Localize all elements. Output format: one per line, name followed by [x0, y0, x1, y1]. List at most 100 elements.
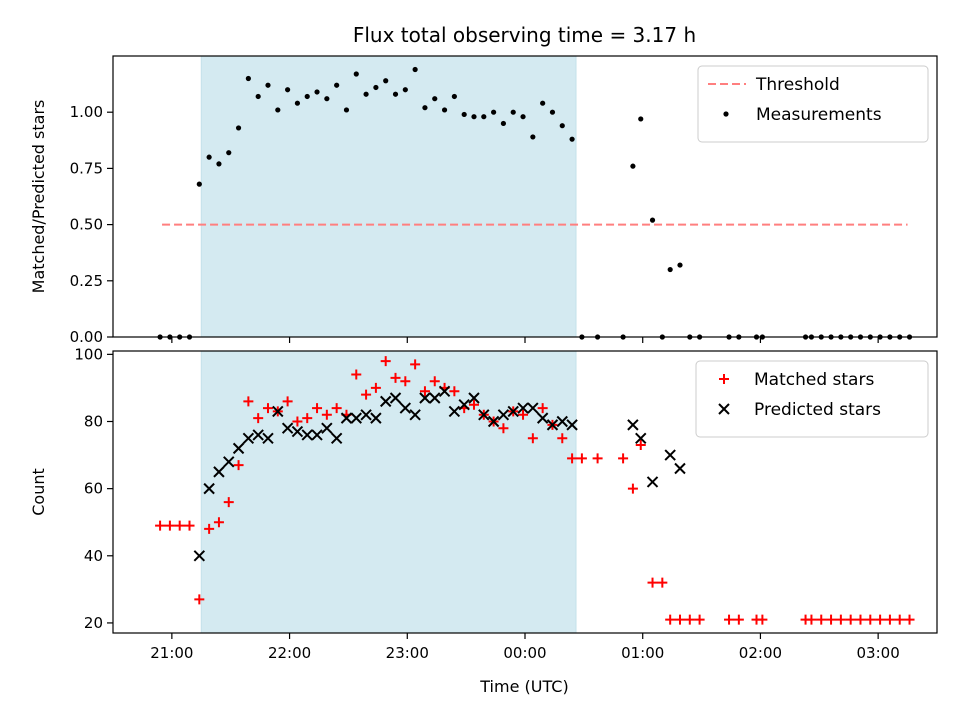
data-point [527, 402, 539, 414]
data-point [517, 402, 529, 414]
data-point [667, 266, 673, 273]
data-point [498, 423, 509, 434]
data-point [400, 376, 411, 387]
legend-dot-swatch [723, 111, 729, 117]
upper-panel: 0.00 0.25 0.50 0.75 1.00 Matched/Predicted st… [29, 55, 938, 346]
data-point [618, 453, 629, 464]
data-point [627, 419, 639, 431]
data-point [301, 429, 313, 441]
data-point [657, 577, 668, 588]
data-point [324, 96, 330, 102]
data-point [196, 181, 202, 187]
data-point [646, 476, 659, 488]
legend-label: Predicted stars [754, 400, 881, 420]
data-point [419, 392, 431, 404]
data-point [361, 389, 372, 400]
data-point [412, 66, 418, 73]
data-point [311, 429, 323, 441]
data-point [272, 405, 284, 418]
data-point [875, 614, 886, 625]
x-tick-label: 23:00 [386, 644, 429, 662]
data-point [500, 120, 507, 127]
data-point [664, 449, 676, 461]
y-axis-label: Matched/Predicted stars [29, 100, 48, 294]
x-tick-label: 02:00 [739, 644, 782, 662]
data-point [549, 109, 556, 115]
data-point [557, 433, 568, 444]
data-point [193, 550, 206, 562]
observing-window-span [200, 350, 577, 634]
data-point [334, 82, 340, 88]
data-point [223, 456, 235, 468]
data-point [174, 520, 185, 531]
data-point [383, 78, 389, 84]
data-point [694, 614, 705, 625]
data-point [576, 453, 587, 464]
x-tick-label: 00:00 [503, 644, 546, 662]
data-point [592, 453, 603, 464]
legend: Matched stars Predicted stars [695, 360, 929, 438]
legend-box [695, 360, 929, 438]
data-point [520, 114, 526, 120]
y-tick-label: 1.00 [70, 103, 103, 121]
legend-box [697, 65, 929, 143]
data-point [223, 497, 234, 508]
data-point [674, 614, 685, 625]
data-point [458, 399, 470, 411]
data-point [331, 403, 342, 414]
data-point [481, 114, 487, 120]
data-point [461, 111, 467, 118]
data-point [275, 107, 281, 113]
data-point [213, 517, 224, 528]
data-point [530, 134, 536, 140]
data-point [304, 93, 310, 100]
data-point [451, 93, 457, 100]
data-point [265, 82, 271, 88]
data-point [184, 520, 195, 531]
data-point [204, 523, 215, 534]
data-point [380, 356, 391, 367]
data-point [429, 392, 441, 404]
data-point [314, 89, 320, 95]
data-point [438, 385, 451, 397]
data-point [379, 395, 392, 408]
data-point [340, 412, 353, 424]
data-point [399, 402, 412, 414]
y-tick-label: 0.50 [70, 216, 103, 234]
data-point [566, 419, 578, 431]
data-point [233, 460, 244, 471]
data-point [226, 150, 232, 156]
data-point [559, 123, 565, 129]
data-point [294, 100, 301, 106]
data-point [546, 419, 559, 431]
chart-title: Flux total observing time = 3.17 h [353, 23, 696, 47]
data-point [164, 520, 175, 531]
data-point [569, 136, 575, 142]
data-point [674, 462, 686, 475]
data-point [855, 614, 866, 625]
data-point [567, 453, 578, 464]
data-point [243, 396, 254, 407]
data-point [235, 125, 242, 131]
data-point [216, 161, 222, 167]
data-point [665, 614, 676, 625]
data-point [491, 109, 497, 115]
y-axis-label: Count [29, 468, 48, 516]
x-tick-label: 01:00 [621, 644, 664, 662]
data-point [432, 96, 438, 102]
y-tick-label: 0.00 [70, 328, 103, 346]
data-point [894, 614, 905, 625]
data-point [487, 415, 500, 428]
data-point [429, 376, 440, 387]
data-point [252, 429, 264, 441]
data-point [540, 100, 546, 106]
data-point [213, 466, 225, 478]
data-point [206, 154, 212, 160]
data-point [255, 93, 261, 100]
data-point [635, 440, 646, 450]
data-point [321, 422, 333, 434]
data-point [312, 403, 323, 414]
data-point [321, 409, 332, 420]
data-point [373, 84, 379, 91]
data-point [471, 114, 477, 120]
